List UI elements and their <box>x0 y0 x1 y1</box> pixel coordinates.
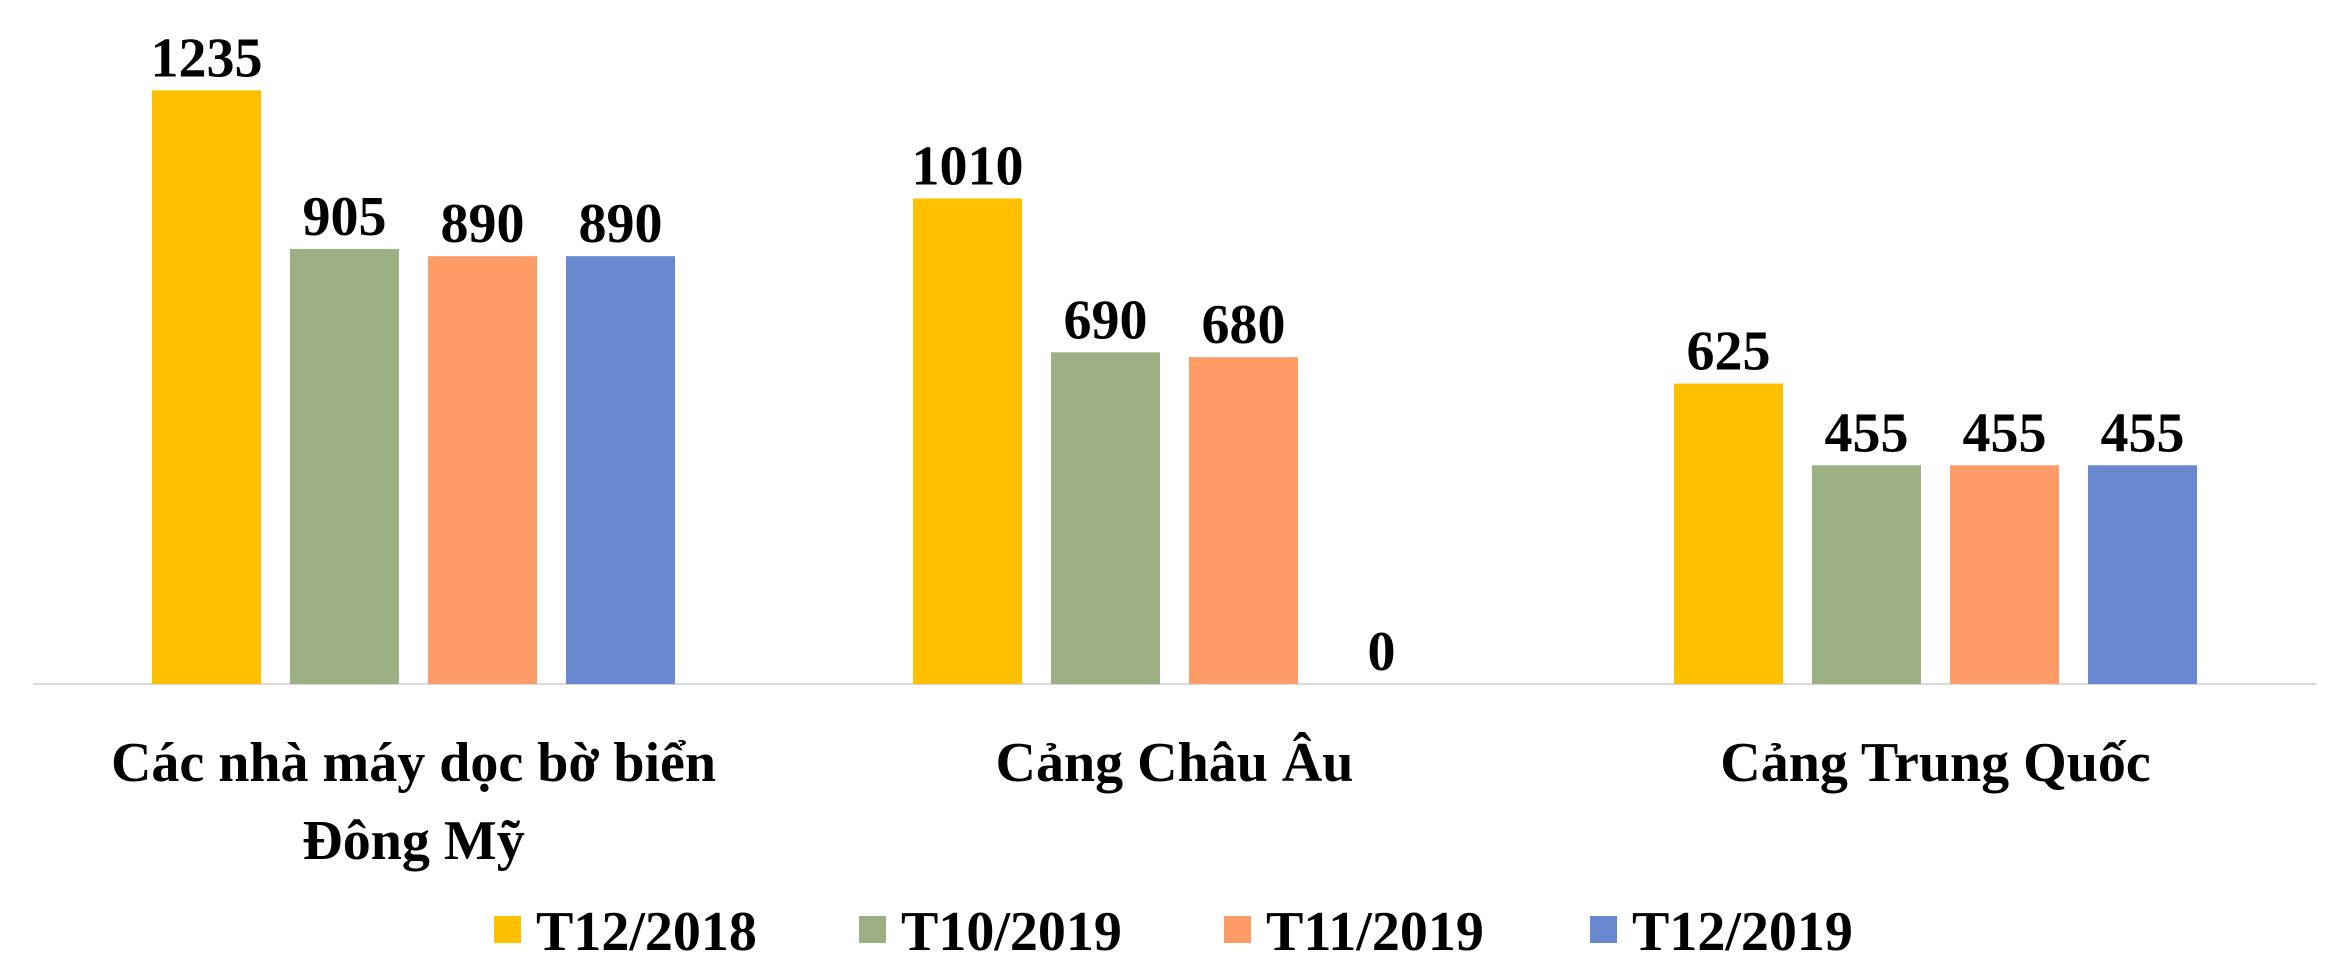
legend-label: T11/2019 <box>1266 901 1484 959</box>
data-label: 690 <box>1064 289 1148 351</box>
data-label: 890 <box>579 193 663 255</box>
bar <box>290 248 399 685</box>
data-label: 455 <box>1963 402 2047 464</box>
legend-swatch <box>1590 916 1617 943</box>
data-label: 905 <box>303 186 387 248</box>
bar <box>1812 465 1921 684</box>
legend-swatch <box>1224 916 1251 943</box>
data-label: 1010 <box>912 135 1024 197</box>
bar <box>913 198 1022 684</box>
legend-swatch <box>494 916 521 943</box>
data-label: 680 <box>1202 294 1286 356</box>
data-label: 455 <box>1825 402 1909 464</box>
bar <box>1674 383 1783 684</box>
data-label: 1235 <box>151 27 263 89</box>
data-label: 890 <box>441 193 525 255</box>
legend-label: T10/2019 <box>901 901 1122 959</box>
bar <box>428 256 537 684</box>
data-label: 0 <box>1368 621 1396 683</box>
data-label: 625 <box>1687 321 1771 383</box>
x-tick-label: Cảng Trung Quốc <box>1720 732 2151 794</box>
bar <box>152 90 261 684</box>
legend-swatch <box>859 916 886 943</box>
bar <box>1189 357 1298 684</box>
bar <box>2088 465 2197 684</box>
x-tick-label: Các nhà máy dọc bờ biển Đông Mỹ <box>110 732 717 872</box>
bar <box>566 256 675 684</box>
legend-label: T12/2018 <box>536 901 757 959</box>
bar <box>1051 352 1160 684</box>
x-tick-label: Cảng Châu Âu <box>995 732 1354 794</box>
data-label: 455 <box>2101 402 2185 464</box>
bar <box>1950 465 2059 684</box>
legend-label: T12/2019 <box>1632 901 1853 959</box>
